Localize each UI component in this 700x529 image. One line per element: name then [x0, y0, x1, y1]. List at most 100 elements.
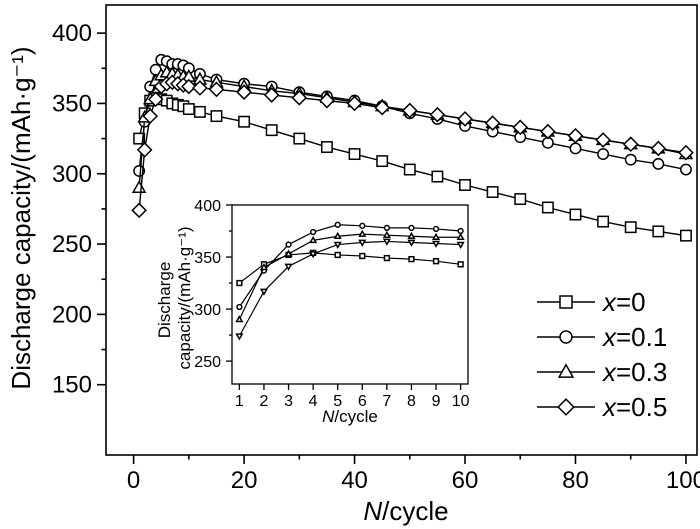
- main-data-point: [540, 123, 556, 140]
- inset-y-tick-label: 400: [194, 198, 221, 215]
- inset-y-axis-title-line2: capacity/(mAh·g⁻¹): [175, 226, 194, 369]
- inset-x-tick-label: 1: [235, 393, 244, 410]
- main-data-point: [457, 111, 473, 127]
- inset-data-point: [456, 232, 465, 241]
- inset-series-3: [235, 238, 465, 341]
- inset-data-point: [359, 222, 366, 229]
- main-y-tick-label: 200: [52, 301, 92, 328]
- main-data-point: [541, 201, 554, 214]
- main-data-point: [597, 215, 610, 228]
- inset-data-point: [358, 239, 367, 247]
- main-data-point: [348, 148, 361, 161]
- main-y-tick-label: 300: [52, 161, 92, 188]
- inset-data-point: [432, 225, 440, 233]
- legend-marker: [559, 330, 573, 344]
- main-y-tick-label: 400: [52, 20, 92, 47]
- main-x-axis-title-var: N: [363, 496, 382, 526]
- inset-data-point: [358, 229, 367, 237]
- inset-data-point: [457, 261, 464, 268]
- inset-data-point: [432, 258, 440, 265]
- legend-label-value: =0.3: [616, 357, 667, 387]
- legend-item: x=0: [537, 287, 646, 317]
- inset-data-point: [285, 241, 292, 248]
- main-data-point: [319, 92, 335, 109]
- main-data-point: [624, 221, 637, 234]
- inset-data-point: [383, 224, 391, 232]
- main-data-point: [142, 108, 159, 124]
- main-x-tick-label: 60: [452, 467, 479, 494]
- legend-marker: [557, 363, 575, 378]
- main-data-point: [652, 157, 665, 170]
- legend-label: x=0: [601, 287, 646, 317]
- inset-x-tick-label: 8: [407, 393, 416, 410]
- inset-x-tick-label: 10: [452, 393, 470, 410]
- main-data-point: [431, 170, 444, 183]
- legend-marker: [559, 295, 573, 309]
- inset-data-point: [309, 251, 318, 259]
- inset-data-point: [432, 232, 441, 241]
- inset-data-point: [309, 228, 317, 236]
- main-data-point: [403, 163, 416, 176]
- inset-y-tick-label: 250: [194, 354, 221, 371]
- inset-data-point: [457, 227, 464, 235]
- inset-data-point: [334, 251, 341, 259]
- inset-series-line: [238, 224, 461, 308]
- legend-label-value: =0.5: [616, 392, 667, 422]
- inset-data-point: [383, 254, 391, 262]
- main-data-point: [624, 153, 637, 166]
- legend: x=0 x=0.1 x=0.3 x=0.5: [537, 287, 667, 422]
- main-data-point: [238, 115, 251, 128]
- main-data-point: [569, 142, 582, 155]
- inset-x-tick-label: 6: [358, 393, 367, 410]
- main-x-tick-label: 40: [341, 467, 368, 494]
- main-plot: 0 20 40 60 80 100 150 200 250 300 350 400: [52, 4, 700, 494]
- main-data-point: [193, 105, 206, 118]
- inset-x-axis-title-var: N: [322, 407, 335, 426]
- legend-label: x=0.1: [601, 322, 667, 352]
- main-data-point: [265, 124, 278, 137]
- main-data-point: [569, 208, 582, 221]
- inset-x-tick-label: 2: [260, 393, 269, 410]
- inset-x-tick-label: 9: [432, 393, 441, 410]
- inset-data-point: [284, 249, 293, 257]
- inset-series-line: [238, 233, 461, 320]
- main-data-point: [208, 81, 225, 98]
- main-data-point: [291, 89, 308, 106]
- inset-y-tick-label: 300: [194, 302, 221, 319]
- main-x-tick-label: 20: [231, 467, 258, 494]
- main-x-axis-title: N/cycle: [363, 496, 448, 526]
- main-data-point: [182, 103, 195, 116]
- main-data-point: [293, 132, 306, 145]
- main-data-point: [136, 142, 153, 158]
- main-data-point: [376, 155, 389, 168]
- inset-series-line: [239, 252, 461, 284]
- main-y-axis-title: Discharge capacity/(mAh·g⁻¹): [6, 46, 36, 389]
- inset-data-point: [284, 263, 293, 271]
- inset-data-point: [259, 263, 268, 271]
- legend-label-var: x: [601, 392, 617, 422]
- inset-data-point: [407, 239, 416, 247]
- inset-data-point: [408, 224, 415, 232]
- inset-data-point: [382, 238, 391, 246]
- inset-data-point: [309, 235, 318, 244]
- main-data-point: [459, 179, 471, 191]
- main-data-point: [429, 106, 446, 123]
- inset-data-point: [456, 241, 465, 249]
- main-data-point: [401, 102, 418, 119]
- main-data-point: [595, 132, 611, 148]
- inset-x-axis-title: N/cycle: [322, 407, 378, 426]
- main-x-tick-label: 80: [562, 467, 589, 494]
- inset-series-2: [235, 229, 465, 323]
- main-plot-frame: [105, 4, 698, 456]
- main-data-point: [374, 99, 390, 116]
- inset-data-point: [408, 255, 415, 263]
- legend-label: x=0.3: [601, 357, 667, 387]
- inset-data-point: [235, 315, 244, 323]
- main-data-point: [484, 115, 501, 131]
- main-data-point: [514, 193, 527, 206]
- inset-plot: 1 2 3 4 5 6 7 8 9 10 250 300 350 400: [194, 198, 469, 410]
- inset-data-point: [333, 241, 342, 249]
- main-data-point: [512, 119, 529, 136]
- inset-data-point: [359, 252, 366, 260]
